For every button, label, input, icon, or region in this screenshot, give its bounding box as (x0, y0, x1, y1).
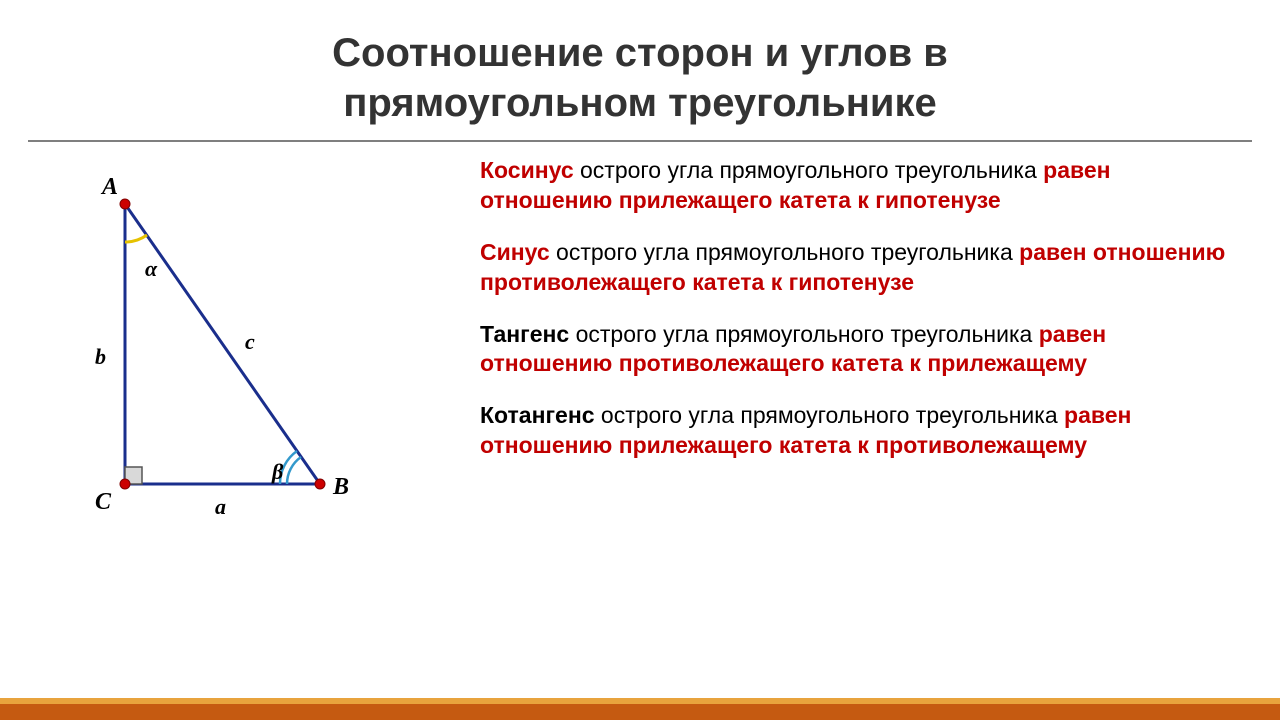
vertex-c (120, 479, 130, 489)
label-C: C (95, 489, 112, 515)
sin-plain: острого угла прямоугольного треугольника (550, 239, 1020, 265)
sin-keyword: Синус (480, 239, 550, 265)
tan-keyword: Тангенс (480, 321, 569, 347)
page-title: Соотношение сторон и углов в прямоугольн… (0, 0, 1280, 128)
triangle-svg: A B C a b c α β (40, 164, 370, 534)
cos-keyword: Косинус (480, 157, 574, 183)
label-side-c: c (245, 329, 255, 354)
bottom-accent-bar (0, 698, 1280, 720)
slide: Соотношение сторон и углов в прямоугольн… (0, 0, 1280, 720)
label-A: A (100, 174, 118, 200)
label-side-a: a (215, 494, 226, 519)
vertex-a (120, 199, 130, 209)
def-tangent: Тангенс острого угла прямоугольного треу… (480, 320, 1240, 380)
definitions-column: Косинус острого угла прямоугольного треу… (470, 156, 1240, 534)
cot-plain: острого угла прямоугольного треугольника (595, 402, 1065, 428)
label-B: B (332, 474, 349, 500)
label-side-b: b (95, 344, 106, 369)
vertex-b (315, 479, 325, 489)
triangle-diagram: A B C a b c α β (40, 156, 470, 534)
bar-bottom (0, 704, 1280, 720)
alpha-arc (125, 235, 147, 242)
side-c-line (125, 204, 320, 484)
cot-keyword: Котангенс (480, 402, 595, 428)
cos-plain: острого угла прямоугольного треугольника (574, 157, 1044, 183)
beta-arc-1 (287, 457, 301, 484)
title-line-2: прямоугольном треугольнике (0, 78, 1280, 128)
content-row: A B C a b c α β Косинус острого угла пря… (0, 142, 1280, 534)
title-line-1: Соотношение сторон и углов в (0, 28, 1280, 78)
def-cotangent: Котангенс острого угла прямоугольного тр… (480, 401, 1240, 461)
label-beta: β (271, 459, 284, 484)
def-sine: Синус острого угла прямоугольного треуго… (480, 238, 1240, 298)
tan-plain: острого угла прямоугольного треугольника (569, 321, 1039, 347)
label-alpha: α (145, 256, 158, 281)
def-cosine: Косинус острого угла прямоугольного треу… (480, 156, 1240, 216)
